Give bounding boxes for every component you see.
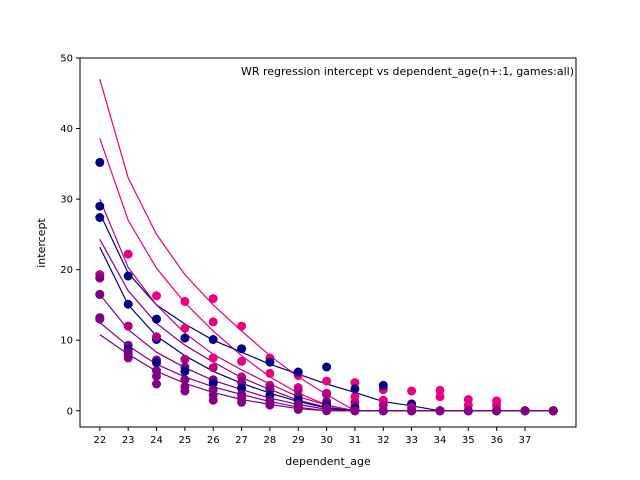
point-5-2 (152, 358, 161, 368)
x-tick-label: 27 (235, 435, 248, 446)
point-8-15 (520, 406, 530, 416)
x-tick-label: 28 (264, 435, 277, 446)
point-0-6 (322, 376, 332, 386)
point-1-1 (152, 291, 161, 301)
data-points (95, 157, 558, 416)
x-tick-label: 37 (519, 435, 532, 446)
point-8-9 (350, 406, 360, 416)
point-2-5 (152, 314, 161, 324)
point-8-10 (378, 406, 388, 416)
point-8-5 (237, 397, 247, 407)
fit-lines (99, 79, 554, 412)
point-2-7 (180, 333, 190, 343)
y-tick-label: 30 (60, 195, 73, 206)
point-2-2 (95, 213, 105, 222)
point-8-11 (407, 406, 417, 416)
x-tick-label: 33 (405, 435, 418, 446)
point-1-0 (123, 249, 133, 259)
x-tick-label: 35 (462, 435, 475, 446)
plot-frame (79, 57, 577, 428)
point-7-2 (152, 371, 161, 381)
point-2-4 (123, 299, 133, 309)
point-2-10 (265, 357, 275, 367)
point-8-6 (265, 400, 275, 410)
point-3-4 (208, 363, 218, 373)
point-8-13 (463, 406, 473, 416)
x-tick-label: 25 (179, 435, 192, 446)
point-8-0 (95, 314, 105, 324)
point-3-2 (152, 332, 161, 342)
x-tick-label: 26 (207, 435, 220, 446)
point-3-3 (180, 354, 190, 364)
point-0-7 (350, 378, 360, 388)
point-1-3 (208, 353, 218, 363)
x-tick-label: 31 (349, 435, 362, 446)
point-5-3 (180, 366, 190, 376)
y-tick-label: 40 (60, 124, 73, 135)
point-2-12 (322, 362, 332, 372)
point-2-1 (95, 201, 105, 211)
point-8-8 (322, 406, 332, 416)
point-1-5 (265, 368, 275, 378)
point-4-0 (95, 273, 105, 283)
point-0-10 (435, 385, 445, 395)
y-axis: 0 10 20 30 40 50 (60, 54, 80, 417)
point-2-13 (350, 384, 360, 394)
y-tick-label: 50 (60, 54, 73, 65)
y-tick-label: 0 (67, 406, 73, 417)
point-5-4 (208, 378, 218, 388)
x-tick-label: 29 (292, 435, 305, 446)
y-tick-label: 10 (60, 336, 73, 347)
y-tick-label: 20 (60, 265, 73, 276)
point-5-5 (237, 383, 247, 393)
x-tick-label: 32 (377, 435, 390, 446)
point-3-1 (123, 321, 133, 331)
fit-line-0 (99, 79, 554, 412)
x-axis-label: dependent_age (285, 455, 371, 468)
point-1-11 (435, 392, 445, 402)
x-tick-label: 24 (150, 435, 163, 446)
point-0-1 (208, 294, 218, 304)
point-0-0 (180, 296, 190, 306)
point-8-4 (208, 395, 218, 405)
point-2-3 (123, 271, 133, 281)
point-6-0 (95, 289, 105, 299)
point-0-3 (237, 321, 247, 331)
point-0-9 (407, 386, 417, 396)
point-8-16 (548, 406, 558, 416)
point-2-11 (293, 367, 303, 377)
x-tick-label: 36 (490, 435, 503, 446)
point-3-8 (322, 390, 332, 399)
x-tick-label: 34 (434, 435, 447, 446)
point-2-9 (237, 344, 247, 354)
x-axis: 22 23 24 25 26 27 28 29 30 31 32 33 34 35 36 37 (93, 427, 531, 446)
point-0-2 (208, 317, 218, 327)
point-8-2 (152, 379, 161, 389)
point-1-2 (180, 323, 190, 333)
y-axis-label: intercept (35, 218, 48, 268)
point-8-7 (293, 404, 303, 414)
point-8-3 (180, 386, 190, 396)
x-tick-label: 23 (122, 435, 135, 446)
point-1-4 (237, 356, 247, 366)
chart-title: WR regression intercept vs dependent_age… (241, 65, 574, 78)
point-8-1 (123, 353, 133, 363)
x-tick-label: 30 (320, 435, 333, 446)
point-6-3 (180, 375, 190, 385)
fit-line-5 (99, 246, 554, 412)
point-8-12 (435, 406, 445, 416)
point-2-0 (95, 157, 105, 167)
point-2-14 (378, 380, 388, 390)
point-2-8 (208, 335, 218, 344)
x-tick-label: 22 (93, 435, 106, 446)
point-8-14 (492, 406, 502, 416)
